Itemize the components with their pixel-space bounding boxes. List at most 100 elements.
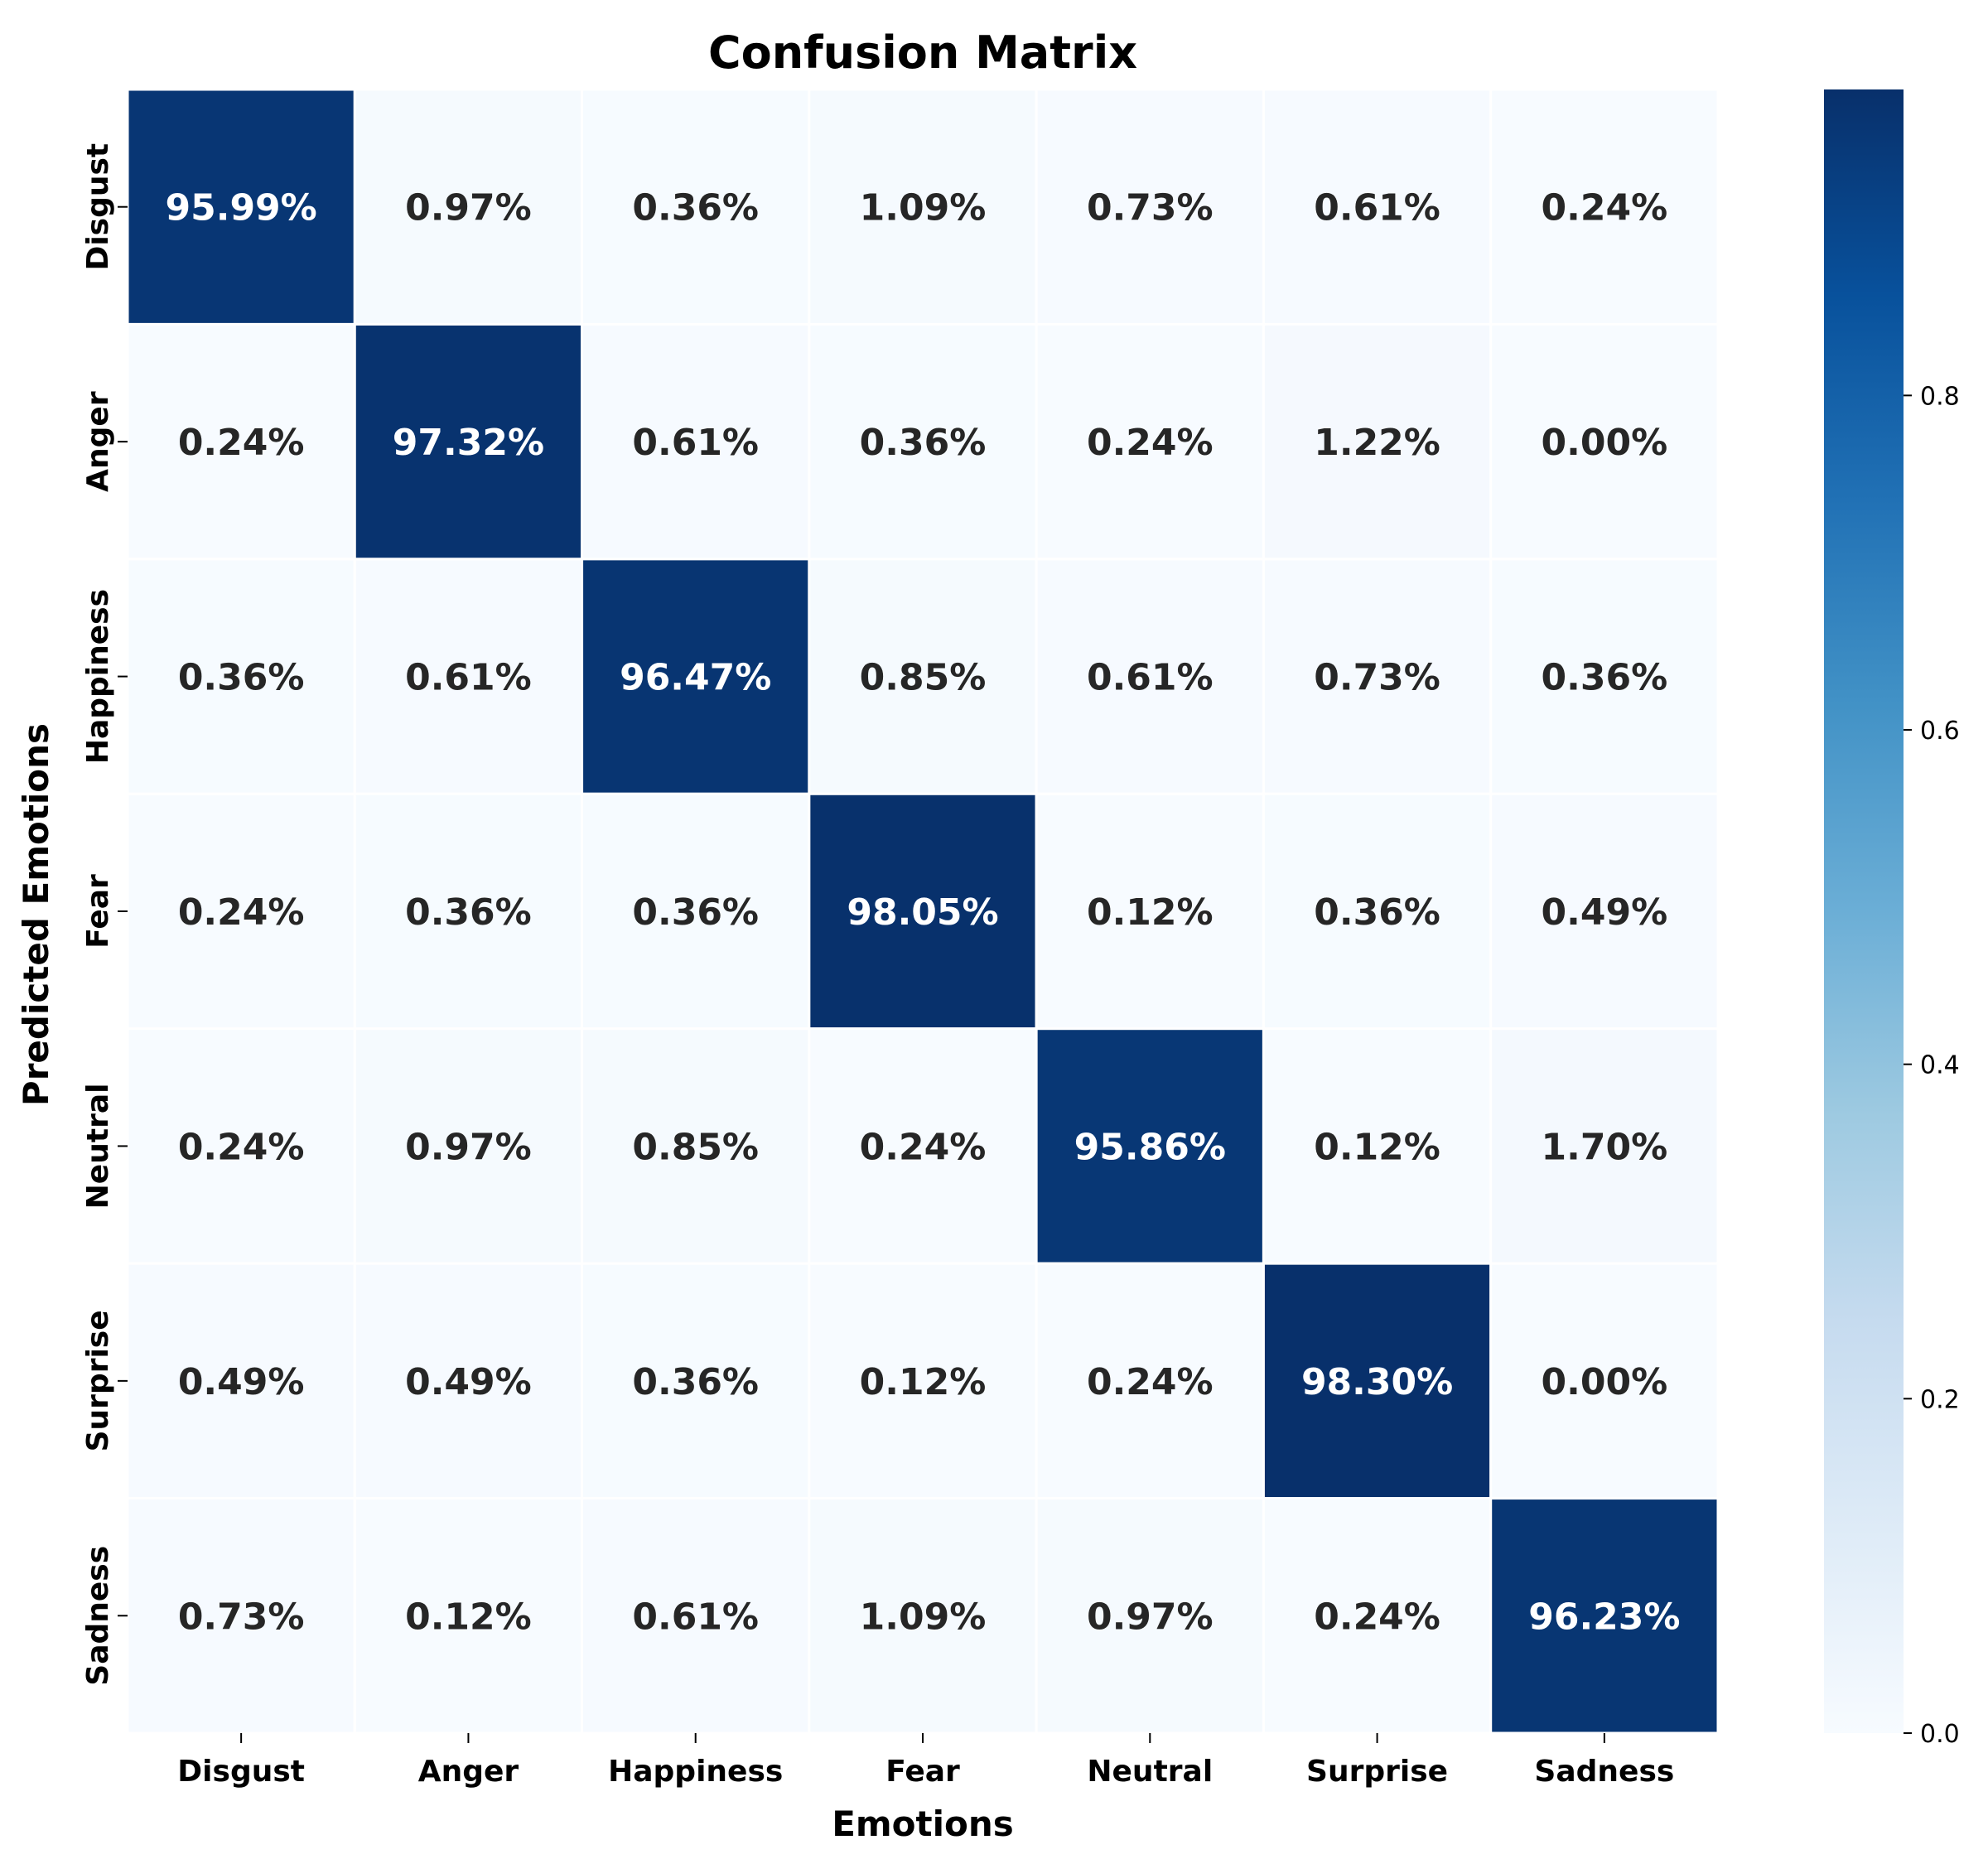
x-tick-label: Happiness — [608, 1755, 783, 1789]
cell-value-label: 1.22% — [1314, 422, 1440, 464]
heatmap-cell — [1489, 558, 1720, 795]
y-tick-label: Anger — [81, 391, 115, 492]
cell-value-label: 0.24% — [1087, 422, 1214, 464]
cell-value-label: 0.73% — [1087, 187, 1214, 229]
cell-value-label: 0.36% — [1542, 657, 1668, 699]
heatmap-cell — [353, 1262, 584, 1500]
cell-value-label: 96.23% — [1528, 1596, 1680, 1638]
heatmap-cell — [1035, 88, 1265, 326]
cell-value-label: 0.36% — [632, 187, 759, 229]
cell-value-label: 98.30% — [1301, 1361, 1453, 1403]
x-axis: Disgust Anger Happiness Fear Neutral Surprise… — [177, 1733, 1674, 1789]
heatmap-cell-labels: 95.99% 0.97% 0.36% 1.09% 0.73% 0.61% 0.24% 0.24… — [166, 187, 1681, 1639]
heatmap-cell — [808, 1262, 1038, 1500]
heatmap-cell — [581, 1262, 811, 1500]
cell-value-label: 0.36% — [405, 891, 532, 934]
cell-value-label: 0.24% — [178, 1126, 305, 1168]
y-tick-label: Fear — [81, 874, 115, 949]
cell-value-label: 0.97% — [1087, 1596, 1214, 1638]
cell-value-label: 0.36% — [1314, 891, 1440, 934]
heatmap-cell — [1262, 322, 1493, 561]
cell-value-label: 0.36% — [178, 657, 305, 699]
heatmap-cell — [581, 1497, 811, 1735]
x-tick-label: Fear — [885, 1755, 960, 1789]
cell-value-label: 0.73% — [178, 1596, 305, 1638]
heatmap-cell — [126, 792, 356, 1031]
heatmap-cell — [126, 88, 356, 326]
y-tick-label: Surprise — [81, 1310, 115, 1451]
cell-value-label: 0.36% — [632, 891, 759, 934]
cell-value-label: 1.09% — [860, 1596, 987, 1638]
cell-value-label: 95.86% — [1074, 1126, 1226, 1168]
cell-value-label: 0.24% — [1314, 1596, 1440, 1638]
heatmap-cell — [1489, 1262, 1720, 1500]
heatmap-cell — [126, 1497, 356, 1735]
x-tick-label: Neutral — [1087, 1755, 1213, 1789]
chart-title: Confusion Matrix — [708, 27, 1137, 79]
colorbar: 0.0 0.2 0.4 0.6 0.8 — [1824, 89, 1960, 1749]
cell-value-label: 0.85% — [632, 1126, 759, 1168]
y-tick-label: Sadness — [81, 1546, 115, 1686]
x-tick-label: Disgust — [177, 1755, 305, 1789]
heatmap-cell — [581, 558, 811, 795]
cell-value-label: 0.24% — [1087, 1361, 1214, 1403]
heatmap-cell — [126, 558, 356, 795]
cell-value-label: 0.61% — [1314, 187, 1440, 229]
cell-value-label: 0.61% — [632, 1596, 759, 1638]
colorbar-tick-label: 0.6 — [1920, 717, 1960, 746]
cell-value-label: 0.61% — [632, 422, 759, 464]
cell-value-label: 0.49% — [1542, 891, 1668, 934]
heatmap-cell — [581, 1027, 811, 1265]
heatmap-cell — [126, 1262, 356, 1500]
cell-value-label: 0.24% — [178, 422, 305, 464]
colorbar-tick-label: 0.2 — [1920, 1385, 1960, 1414]
cell-value-label: 0.12% — [1314, 1126, 1440, 1168]
x-tick-label: Anger — [418, 1755, 519, 1789]
cell-value-label: 0.24% — [1542, 187, 1668, 229]
x-tick-label: Surprise — [1306, 1755, 1448, 1789]
cell-value-label: 0.12% — [405, 1596, 532, 1638]
heatmap-cell — [1262, 792, 1493, 1031]
heatmap-cell — [1489, 1027, 1720, 1265]
cell-value-label: 0.24% — [860, 1126, 987, 1168]
cell-value-label: 1.09% — [860, 187, 987, 229]
y-axis: Disgust Anger Happiness Fear Neutral Surprise… — [81, 143, 128, 1686]
cell-value-label: 0.12% — [860, 1361, 987, 1403]
cell-value-label: 97.32% — [393, 422, 544, 464]
cell-value-label: 0.73% — [1314, 657, 1440, 699]
cell-value-label: 0.49% — [178, 1361, 305, 1403]
x-tick-label: Sadness — [1534, 1755, 1674, 1789]
heatmap-cell — [581, 88, 811, 326]
cell-value-label: 0.61% — [405, 657, 532, 699]
heatmap-cell — [1489, 792, 1720, 1031]
y-axis-label: Predicted Emotions — [16, 723, 56, 1106]
cell-value-label: 95.99% — [166, 187, 317, 229]
heatmap-cell — [126, 1027, 356, 1265]
heatmap-cell — [1262, 88, 1493, 326]
cell-value-label: 96.47% — [620, 657, 771, 699]
cell-value-label: 0.00% — [1542, 422, 1668, 464]
cell-value-label: 0.12% — [1087, 891, 1214, 934]
heatmap-cell — [1489, 1497, 1720, 1735]
heatmap-cell — [1035, 322, 1265, 561]
cell-value-label: 0.49% — [405, 1361, 532, 1403]
cell-value-label: 0.36% — [632, 1361, 759, 1403]
cell-value-label: 0.97% — [405, 1126, 532, 1168]
heatmap-cell — [1035, 1262, 1265, 1500]
heatmap-cell — [808, 1497, 1038, 1735]
heatmap-cell — [1262, 1497, 1493, 1735]
heatmap-cell — [808, 558, 1038, 795]
cell-value-label: 0.24% — [178, 891, 305, 934]
cell-value-label: 0.36% — [860, 422, 987, 464]
cell-value-label: 1.70% — [1542, 1126, 1668, 1168]
y-tick-label: Happiness — [81, 589, 115, 764]
y-tick-label: Disgust — [81, 143, 115, 271]
heatmap-cell — [1035, 1497, 1265, 1735]
colorbar-gradient — [1824, 89, 1904, 1733]
heatmap-cell — [1262, 558, 1493, 795]
heatmap-cell — [353, 88, 584, 326]
colorbar-tick-label: 0.0 — [1920, 1720, 1960, 1749]
heatmap-cell — [808, 88, 1038, 326]
colorbar-tick-label: 0.8 — [1920, 382, 1960, 411]
